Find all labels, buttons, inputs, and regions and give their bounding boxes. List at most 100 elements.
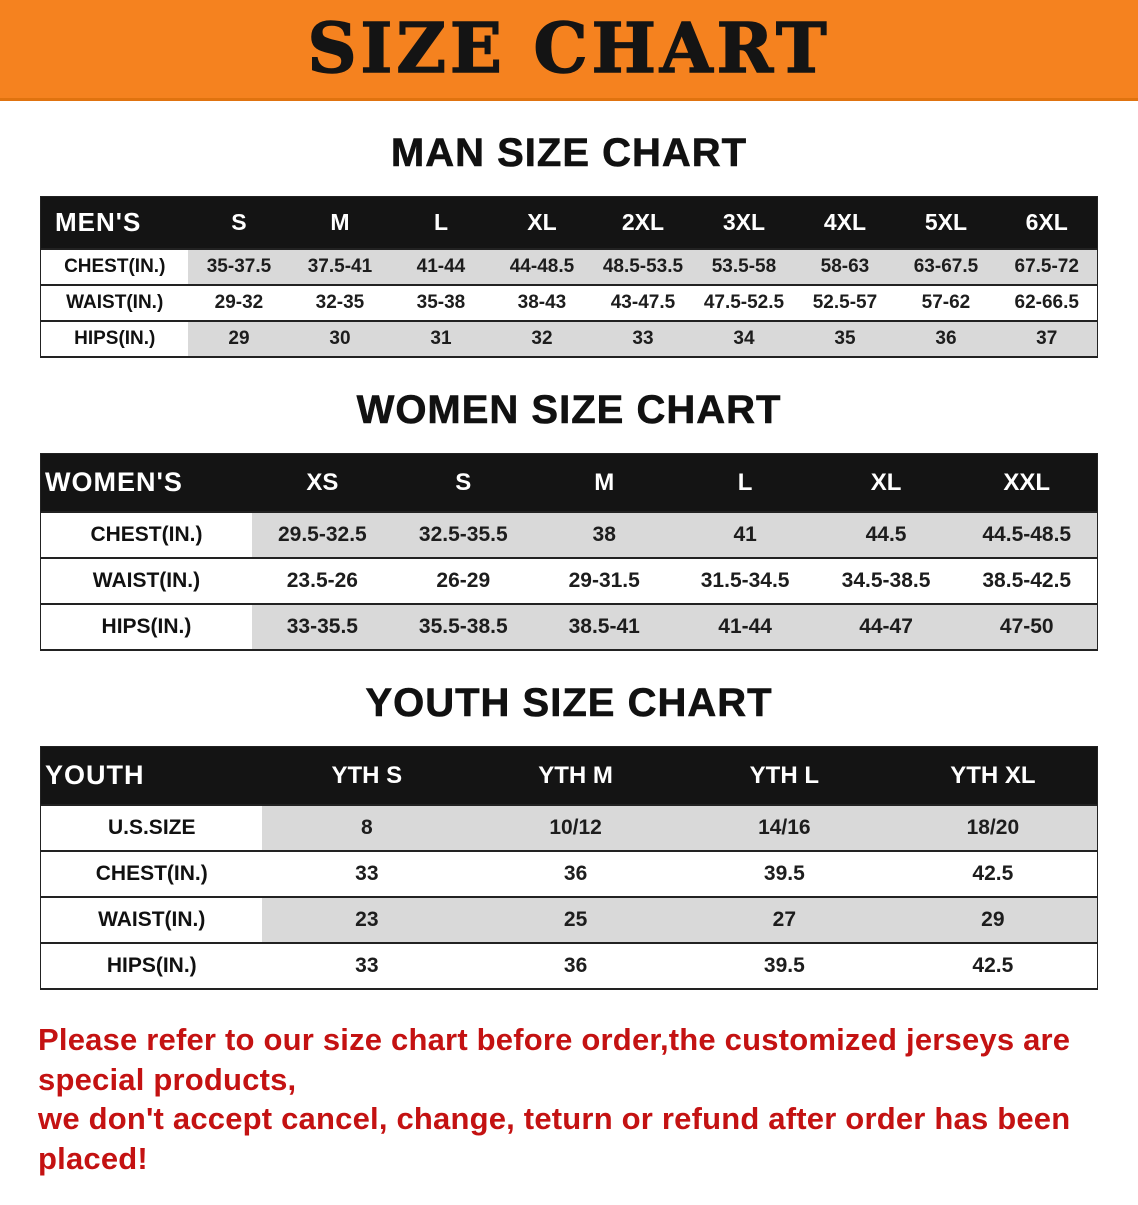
table-row: U.S.SIZE 8 10/12 14/16 18/20: [40, 805, 1098, 851]
size-column-header: XS: [251, 453, 393, 512]
table-cell: 29-32: [188, 285, 290, 321]
table-row: HIPS(IN.) 33-35.5 35.5-38.5 38.5-41 41-44 44-…: [40, 604, 1098, 650]
table-cell: 36: [895, 321, 997, 357]
section-heading-2: YOUTH SIZE CHART: [365, 681, 773, 726]
size-column-header: S: [188, 196, 290, 249]
table-cell: 29-31.5: [533, 558, 675, 604]
table-cell: 34: [693, 321, 795, 357]
table-row: HIPS(IN.) 29 30 31 32 33 34 35 36 37: [40, 321, 1098, 357]
size-section-2: YOUTH SIZE CHART YOUTH YTH S YTH M YTH L YTH …: [0, 681, 1138, 990]
table-cell: 26-29: [392, 558, 534, 604]
table-cell: 29.5-32.5: [251, 512, 393, 558]
table-cell: 27: [679, 897, 889, 943]
table-header-row: YOUTH YTH S YTH M YTH L YTH XL: [40, 746, 1098, 805]
table-cell: 35-38: [390, 285, 492, 321]
table-cell: 62-66.5: [996, 285, 1098, 321]
disclaimer-line-1: Please refer to our size chart before or…: [38, 1022, 1071, 1097]
row-label: CHEST(IN.): [40, 851, 263, 897]
table-cell: 35.5-38.5: [392, 604, 534, 650]
size-column-header: XL: [815, 453, 957, 512]
table-cell: 36: [471, 943, 680, 989]
table-cell: 31: [390, 321, 492, 357]
table-cell: 44-47: [815, 604, 957, 650]
table-cell: 44.5: [815, 512, 957, 558]
table-cell: 41: [674, 512, 816, 558]
table-cell: 44-48.5: [491, 249, 593, 285]
table-header-row: WOMEN'S XS S M L XL XXL: [40, 453, 1098, 512]
table-cell: 32: [491, 321, 593, 357]
table-cell: 38: [533, 512, 675, 558]
table-cell: 23: [262, 897, 472, 943]
table-row: CHEST(IN.) 35-37.5 37.5-41 41-44 44-48.5 48.5…: [40, 249, 1098, 285]
table-cell: 63-67.5: [895, 249, 997, 285]
row-label: WAIST(IN.): [40, 285, 189, 321]
size-column-header: YTH XL: [888, 746, 1098, 805]
table-cell: 31.5-34.5: [674, 558, 816, 604]
row-label: CHEST(IN.): [40, 512, 252, 558]
table-cell: 52.5-57: [794, 285, 896, 321]
table-cell: 58-63: [794, 249, 896, 285]
row-label: WAIST(IN.): [40, 897, 263, 943]
table-row: HIPS(IN.) 33 36 39.5 42.5: [40, 943, 1098, 989]
table-cell: 29: [188, 321, 290, 357]
size-column-header: S: [392, 453, 534, 512]
table-cell: 18/20: [888, 805, 1098, 851]
size-table-1: WOMEN'S XS S M L XL XXL CHEST(IN.) 29.5-32.5 32.5…: [40, 453, 1098, 651]
size-column-header: XL: [491, 196, 593, 249]
table-cell: 36: [471, 851, 680, 897]
table-header-row: MEN'S S M L XL 2XL 3XL 4XL 5XL 6XL: [40, 196, 1098, 249]
size-column-header: 6XL: [996, 196, 1098, 249]
size-chart-title: SIZE CHART: [307, 8, 831, 90]
table-cell: 29: [888, 897, 1098, 943]
row-label: HIPS(IN.): [40, 604, 252, 650]
table-cell: 44.5-48.5: [956, 512, 1098, 558]
table-cell: 43-47.5: [592, 285, 694, 321]
table-cell: 38.5-42.5: [956, 558, 1098, 604]
table-cell: 38-43: [491, 285, 593, 321]
table-cell: 37: [996, 321, 1098, 357]
table-cell: 67.5-72: [996, 249, 1098, 285]
section-heading-1: WOMEN SIZE CHART: [356, 388, 782, 433]
size-column-header: M: [289, 196, 391, 249]
table-corner-label: MEN'S: [40, 196, 189, 249]
table-cell: 8: [262, 805, 472, 851]
size-table-0: MEN'S S M L XL 2XL 3XL 4XL 5XL 6XL CHEST(IN.) 35-37…: [40, 196, 1098, 358]
table-cell: 47.5-52.5: [693, 285, 795, 321]
table-row: WAIST(IN.) 29-32 32-35 35-38 38-43 43-47.5 47.…: [40, 285, 1098, 321]
size-column-header: L: [674, 453, 816, 512]
table-cell: 41-44: [674, 604, 816, 650]
table-cell: 23.5-26: [251, 558, 393, 604]
table-cell: 39.5: [679, 851, 889, 897]
size-section-0: MAN SIZE CHART MEN'S S M L XL 2XL 3XL 4XL 5XL 6XL C…: [0, 131, 1138, 358]
size-section-1: WOMEN SIZE CHART WOMEN'S XS S M L XL XXL CHEST(I…: [0, 388, 1138, 651]
table-cell: 34.5-38.5: [815, 558, 957, 604]
row-label: HIPS(IN.): [40, 321, 189, 357]
table-cell: 33: [262, 851, 472, 897]
table-cell: 33: [592, 321, 694, 357]
table-cell: 39.5: [679, 943, 889, 989]
table-cell: 25: [471, 897, 680, 943]
size-column-header: YTH L: [679, 746, 889, 805]
size-column-header: M: [533, 453, 675, 512]
table-cell: 57-62: [895, 285, 997, 321]
table-cell: 42.5: [888, 851, 1098, 897]
size-column-header: L: [390, 196, 492, 249]
size-column-header: 2XL: [592, 196, 694, 249]
table-cell: 37.5-41: [289, 249, 391, 285]
size-column-header: XXL: [956, 453, 1098, 512]
size-chart-banner: SIZE CHART: [0, 0, 1138, 101]
size-chart-sections: MAN SIZE CHART MEN'S S M L XL 2XL 3XL 4XL 5XL 6XL C…: [0, 131, 1138, 990]
table-cell: 30: [289, 321, 391, 357]
table-cell: 38.5-41: [533, 604, 675, 650]
table-cell: 10/12: [471, 805, 680, 851]
table-cell: 35: [794, 321, 896, 357]
table-row: CHEST(IN.) 29.5-32.5 32.5-35.5 38 41 44.5 44.5…: [40, 512, 1098, 558]
size-column-header: YTH S: [262, 746, 472, 805]
size-column-header: 4XL: [794, 196, 896, 249]
table-corner-label: WOMEN'S: [40, 453, 252, 512]
disclaimer-note: Please refer to our size chart before or…: [0, 1020, 1138, 1205]
table-cell: 35-37.5: [188, 249, 290, 285]
section-heading-0: MAN SIZE CHART: [390, 131, 748, 176]
table-row: WAIST(IN.) 23.5-26 26-29 29-31.5 31.5-34.5 34…: [40, 558, 1098, 604]
